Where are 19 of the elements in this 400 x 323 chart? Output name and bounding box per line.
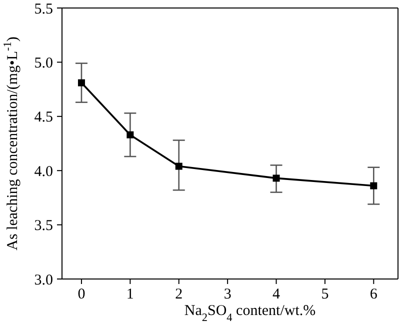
- point: [175, 162, 182, 170]
- x-tick-label: 2: [175, 286, 183, 303]
- x-tick-label: 1: [126, 286, 134, 303]
- x-tick-label: 5: [321, 286, 329, 303]
- x-tick-label: 6: [370, 286, 378, 303]
- x-axis-title: Na$_{2}$SO$_{4}$ content/wt.%: [184, 303, 316, 323]
- x-tick-label: 4: [272, 286, 281, 303]
- y-tick-label: 4.0: [34, 164, 53, 180]
- y-tick-label: 3.5: [34, 218, 53, 234]
- y-tick-label: 4.5: [34, 110, 53, 126]
- y-tick-label: 5.5: [34, 1, 53, 18]
- y-tick-label: 5.0: [34, 56, 53, 72]
- x-tick-label: 3: [224, 286, 232, 303]
- point: [126, 131, 134, 138]
- point: [370, 182, 378, 190]
- point: [78, 79, 85, 86]
- x-tick-label: 0: [78, 286, 86, 303]
- point: [272, 174, 280, 182]
- y-tick-label: 3.0: [34, 272, 53, 288]
